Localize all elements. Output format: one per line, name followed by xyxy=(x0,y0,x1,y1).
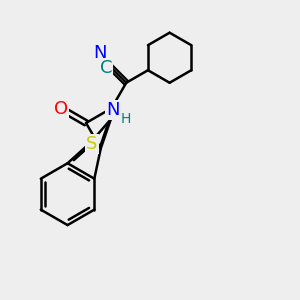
Text: N: N xyxy=(106,101,120,119)
Text: S: S xyxy=(86,135,98,153)
Text: H: H xyxy=(121,112,131,126)
Text: C: C xyxy=(100,58,112,76)
Text: N: N xyxy=(93,44,106,62)
Text: O: O xyxy=(54,100,68,118)
